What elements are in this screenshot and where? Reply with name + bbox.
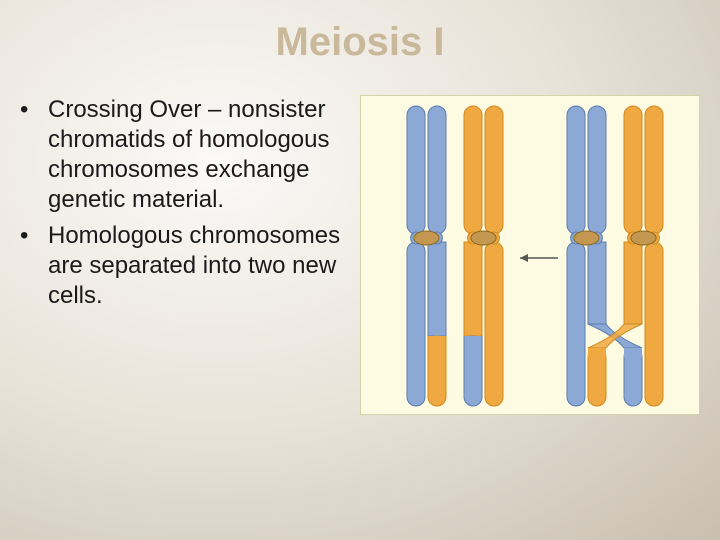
crossing-over-diagram — [360, 95, 700, 415]
bullet-marker: • — [20, 95, 48, 215]
text-column: • Crossing Over – nonsister chromatids o… — [20, 95, 352, 415]
page-title: Meiosis I — [0, 0, 720, 65]
bullet-marker: • — [20, 221, 48, 311]
bullet-text: Homologous chromosomes are separated int… — [48, 221, 352, 311]
bullet-text: Crossing Over – nonsister chromatids of … — [48, 95, 352, 215]
bullet-2: • Homologous chromosomes are separated i… — [20, 221, 352, 311]
content-area: • Crossing Over – nonsister chromatids o… — [0, 65, 720, 415]
diagram-column — [352, 95, 700, 415]
chromosome-svg — [361, 96, 701, 416]
bullet-1: • Crossing Over – nonsister chromatids o… — [20, 95, 352, 215]
